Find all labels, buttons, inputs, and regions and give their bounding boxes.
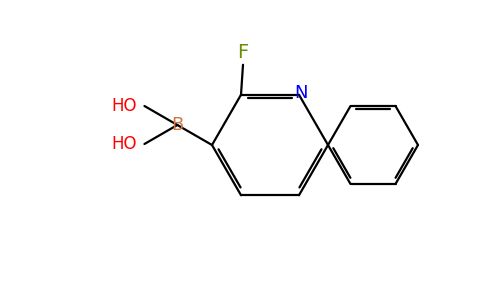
Text: F: F xyxy=(237,43,249,62)
Text: HO: HO xyxy=(111,97,136,115)
Text: B: B xyxy=(171,116,183,134)
Text: HO: HO xyxy=(111,135,136,153)
Text: N: N xyxy=(294,84,308,102)
